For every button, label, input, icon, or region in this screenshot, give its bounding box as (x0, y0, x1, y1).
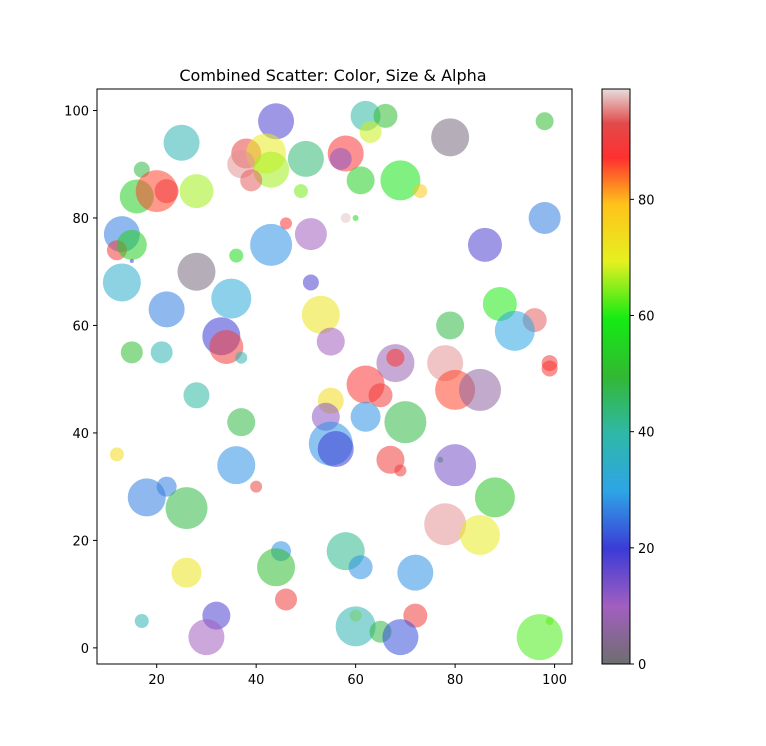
y-tick-label: 20 (72, 534, 89, 549)
data-point-65 (350, 401, 381, 432)
data-point-70 (109, 447, 124, 462)
data-point-11 (253, 151, 290, 188)
y-tick-label: 80 (72, 212, 89, 227)
data-point-86 (257, 548, 296, 587)
data-point-59 (368, 383, 393, 408)
data-point-1 (258, 103, 295, 140)
y-tick-label: 0 (81, 642, 89, 657)
data-point-18 (240, 169, 263, 192)
data-point-76 (250, 480, 263, 493)
data-point-74 (434, 444, 477, 487)
data-point-93 (134, 614, 149, 629)
data-point-50 (120, 341, 143, 364)
data-point-42 (148, 291, 185, 328)
data-point-25 (528, 201, 561, 234)
data-point-78 (127, 478, 166, 517)
data-point-51 (150, 341, 173, 364)
x-axis: 20 40 60 80 100 (148, 664, 567, 688)
data-point-35 (229, 248, 244, 263)
data-point-22 (179, 174, 214, 209)
colorbar-tick-label: 80 (638, 193, 655, 208)
colorbar-tick-label: 20 (638, 542, 655, 557)
y-axis: 0 20 40 60 80 100 (64, 104, 97, 657)
data-point-2 (163, 124, 200, 161)
x-tick-label: 100 (542, 673, 567, 688)
data-point-21 (154, 179, 179, 204)
data-point-30 (294, 218, 327, 251)
data-point-40 (211, 278, 252, 319)
data-point-39 (302, 274, 319, 291)
data-point-98 (188, 619, 225, 656)
y-tick-label: 100 (64, 104, 89, 119)
data-point-27 (340, 212, 351, 223)
plot-frame (96, 88, 573, 665)
points-layer (102, 100, 563, 661)
data-point-66 (227, 408, 256, 437)
colorbar-ticks: 0 20 40 60 80 (630, 193, 655, 673)
data-point-15 (346, 166, 375, 195)
data-point-34 (250, 223, 293, 266)
colorbar-tick-label: 60 (638, 310, 655, 325)
data-point-81 (424, 503, 467, 546)
colorbar: 0 20 40 60 80 (601, 88, 655, 673)
x-tick-label: 40 (248, 673, 265, 688)
data-point-87 (171, 557, 202, 588)
x-tick-label: 60 (347, 673, 364, 688)
data-point-49 (316, 327, 345, 356)
data-point-52 (235, 351, 248, 364)
data-point-54 (386, 348, 405, 367)
data-point-45 (436, 311, 465, 340)
data-point-48 (209, 329, 244, 364)
data-point-62 (183, 382, 210, 409)
colorbar-frame (601, 88, 631, 665)
data-point-33 (129, 258, 134, 263)
x-tick-label: 20 (148, 673, 165, 688)
data-point-38 (102, 263, 141, 302)
data-point-72 (394, 464, 407, 477)
colorbar-gradient (602, 89, 630, 664)
data-point-7 (535, 112, 554, 131)
data-point-6 (431, 118, 470, 157)
data-point-80 (474, 477, 515, 518)
data-point-14 (329, 147, 352, 170)
data-point-57 (541, 360, 558, 377)
data-point-97 (382, 619, 419, 656)
data-point-32 (116, 229, 147, 260)
data-point-46 (494, 310, 535, 351)
data-point-69 (317, 431, 354, 468)
data-point-79 (165, 487, 208, 530)
data-point-88 (397, 554, 434, 591)
x-tick-label: 80 (447, 673, 464, 688)
data-point-28 (352, 214, 359, 221)
data-point-82 (459, 515, 500, 556)
data-point-36 (467, 227, 502, 262)
chart-title: Combined Scatter: Color, Size & Alpha (179, 66, 486, 85)
data-point-61 (458, 368, 501, 411)
colorbar-tick-label: 40 (638, 426, 655, 441)
colorbar-tick-label: 0 (638, 658, 646, 673)
data-point-95 (335, 606, 376, 647)
data-point-43 (301, 295, 340, 334)
data-point-12 (287, 140, 324, 177)
data-point-26 (280, 217, 293, 230)
data-point-23 (293, 184, 308, 199)
data-point-99 (516, 614, 563, 661)
data-point-5 (359, 120, 382, 143)
y-tick-label: 40 (72, 427, 89, 442)
data-point-67 (384, 401, 427, 444)
data-point-85 (348, 555, 373, 580)
data-point-16 (380, 160, 421, 201)
data-point-89 (275, 588, 298, 611)
data-point-4 (373, 103, 398, 128)
data-point-75 (217, 446, 256, 485)
y-tick-label: 60 (72, 319, 89, 334)
data-point-24 (413, 184, 428, 199)
data-point-37 (177, 252, 216, 291)
